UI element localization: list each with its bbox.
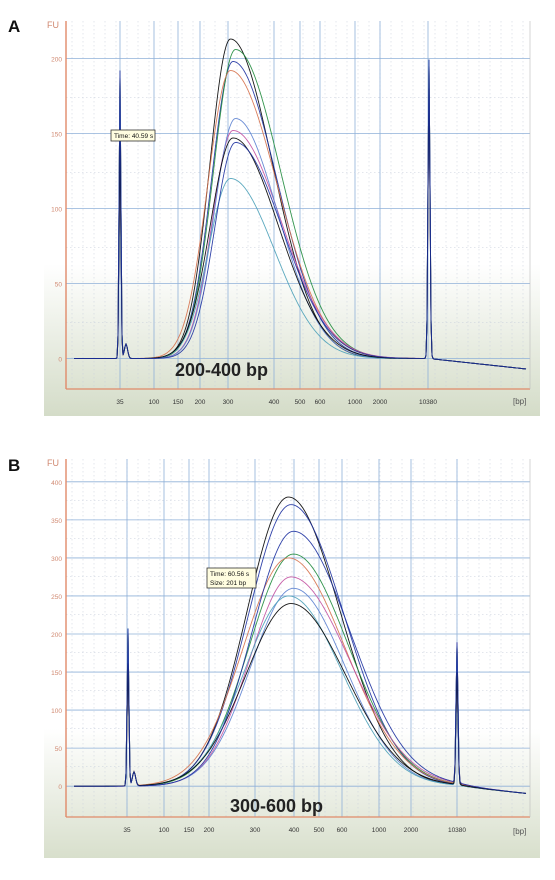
panel-label-a: A [8,17,21,36]
y-axis-unit: FU [47,458,59,468]
x-tick-label: 1000 [372,827,387,834]
tooltip-time: Time: 40.59 s [114,133,154,140]
y-tick-label: 200 [51,632,62,639]
size-range-annotation: 200-400 bp [175,360,268,380]
y-axis-unit: FU [47,20,59,30]
y-tick-label: 50 [55,282,63,289]
series-trace [74,59,527,370]
x-tick-label: 1000 [348,399,363,406]
x-tick-label: 150 [184,827,195,834]
x-tick-label: 500 [295,399,306,406]
panel-label-b: B [8,456,21,475]
trace-group [74,496,527,794]
y-tick-label: 0 [58,357,62,364]
trace-group [74,38,527,370]
time-tooltip: Time: 40.59 s [110,129,156,142]
grid-lines [66,21,530,389]
time-size-tooltip: Time: 60.56 s Size: 201 bp [206,567,257,589]
x-tick-label: 400 [269,399,280,406]
y-tick-label: 350 [51,518,62,525]
tick-labels: 0 50 100 150 200 35 100 150 200 300 400 500 600 1000 2… [51,57,437,407]
x-tick-label: 600 [315,399,326,406]
series-trace [74,530,527,794]
y-tick-label: 50 [55,746,63,753]
y-tick-label: 150 [51,670,62,677]
x-tick-label: 35 [123,827,131,834]
tooltip-size: Size: 201 bp [210,580,247,587]
x-tick-label: 500 [314,827,325,834]
x-tick-label: 100 [149,399,160,406]
x-tick-label: 10380 [448,827,466,834]
axes [65,21,531,390]
tick-labels: 0 50 100 150 200 250 300 350 400 35 100 150 200 300 40… [51,480,466,834]
x-tick-label: 2000 [404,827,419,834]
x-tick-label: 35 [116,399,124,406]
series-trace [74,557,527,794]
x-tick-label: 200 [195,399,206,406]
grid-lines [66,459,530,817]
axes [65,459,531,818]
x-tick-label: 400 [289,827,300,834]
y-tick-label: 100 [51,708,62,715]
y-tick-label: 0 [58,784,62,791]
x-tick-label: 600 [337,827,348,834]
y-tick-label: 100 [51,207,62,214]
x-tick-label: 300 [223,399,234,406]
y-tick-label: 300 [51,556,62,563]
y-tick-label: 250 [51,594,62,601]
x-tick-label: 2000 [373,399,388,406]
y-tick-label: 400 [51,480,62,487]
x-axis-unit: [bp] [513,827,526,836]
electropherogram-chart-b: 0 50 100 150 200 250 300 350 400 35 100 150 200 300 40… [44,454,540,858]
x-axis-unit: [bp] [513,397,526,406]
x-tick-label: 10380 [419,399,437,406]
series-trace [74,603,527,794]
x-tick-label: 300 [250,827,261,834]
x-tick-label: 150 [173,399,184,406]
x-tick-label: 100 [159,827,170,834]
size-range-annotation: 300-600 bp [230,796,323,816]
electropherogram-chart-a: 0 50 100 150 200 35 100 150 200 300 400 500 600 1000 2… [44,16,540,416]
y-tick-label: 150 [51,132,62,139]
tooltip-time: Time: 60.56 s [210,571,250,578]
x-tick-label: 200 [204,827,215,834]
y-tick-label: 200 [51,57,62,64]
